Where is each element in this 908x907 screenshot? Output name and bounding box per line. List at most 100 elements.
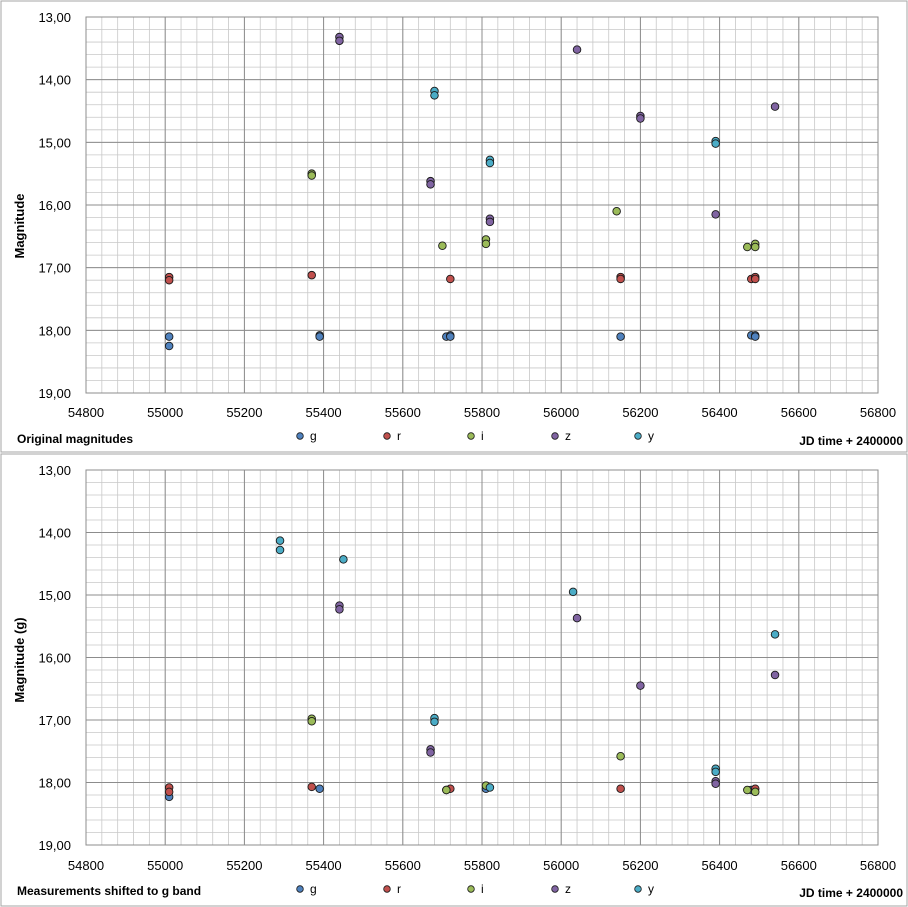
- data-point-i: [743, 242, 752, 252]
- chart-caption-2: Measurements shifted to g band: [17, 884, 201, 898]
- data-point-y: [275, 536, 285, 545]
- data-point-y: [485, 783, 495, 792]
- y-tick-label: 15,00: [38, 135, 71, 150]
- x-tick-label: 56600: [781, 405, 817, 420]
- y-tick-label: 18,00: [38, 323, 71, 338]
- data-point-i: [438, 241, 447, 250]
- data-point-z: [770, 670, 780, 680]
- legend-label-z: z: [565, 429, 571, 443]
- legend-label-g: g: [310, 882, 317, 896]
- data-point-y: [430, 91, 439, 100]
- y-tick-label: 13,00: [38, 463, 71, 478]
- legend-label-r: r: [397, 882, 401, 896]
- data-point-y: [430, 717, 439, 727]
- x-tick-label: 55600: [385, 858, 421, 873]
- data-point-i: [750, 242, 760, 252]
- data-point-z: [636, 681, 645, 690]
- data-point-r: [164, 787, 174, 797]
- data-point-z: [711, 210, 720, 219]
- data-point-g: [750, 332, 760, 341]
- legend-marker-z: [551, 432, 559, 440]
- data-point-z: [572, 45, 582, 54]
- plot-area-1: 13,00 14,00 15,00 16,00 17,00 18,00 19,00 54800…: [38, 10, 896, 420]
- legend-label-r: r: [397, 429, 401, 443]
- x-tick-label: 56800: [860, 858, 896, 873]
- data-point-z: [335, 36, 344, 46]
- data-point-y: [711, 139, 720, 148]
- x-tick-label: 54800: [68, 858, 104, 873]
- legend-marker-y: [634, 432, 642, 440]
- data-point-r: [307, 782, 316, 792]
- x-tick-label: 55400: [306, 405, 342, 420]
- legend-label-z: z: [565, 882, 571, 896]
- legend-marker-r: [383, 885, 391, 893]
- x-tick-label: 56200: [622, 405, 658, 420]
- data-point-r: [616, 784, 625, 794]
- chart-frame-2: [0, 453, 908, 907]
- data-point-r: [616, 274, 625, 284]
- plot-border: [85, 469, 879, 846]
- legend-marker-g: [296, 885, 304, 893]
- x-tick-label: 56000: [543, 405, 579, 420]
- x-axis-label-1: JD time + 2400000: [799, 434, 903, 448]
- y-tick-label: 16,00: [38, 198, 71, 213]
- legend-marker-r: [383, 432, 391, 440]
- x-tick-label: 55800: [464, 405, 500, 420]
- x-tick-label: 56600: [781, 858, 817, 873]
- legend-marker-i: [467, 885, 475, 893]
- data-point-r: [750, 274, 760, 284]
- legend-marker-z: [551, 885, 559, 893]
- data-point-y: [485, 158, 495, 168]
- legend-marker-g: [296, 432, 304, 440]
- x-tick-label: 55800: [464, 858, 500, 873]
- y-tick-label: 15,00: [38, 588, 71, 603]
- data-point-i: [750, 787, 760, 797]
- x-tick-label: 55400: [306, 858, 342, 873]
- x-tick-label: 56200: [622, 858, 658, 873]
- data-point-g: [315, 332, 324, 341]
- x-tick-label: 55600: [385, 405, 421, 420]
- x-axis-label-2: JD time + 2400000: [799, 886, 903, 900]
- legend-label-g: g: [310, 429, 317, 443]
- data-point-y: [568, 587, 578, 597]
- legend-marker-y: [634, 885, 642, 893]
- y-tick-label: 17,00: [38, 261, 71, 276]
- data-point-r: [164, 275, 174, 285]
- chart-frame-1: [0, 0, 908, 453]
- data-point-i: [481, 239, 491, 249]
- x-tick-label: 55200: [226, 858, 262, 873]
- data-point-y: [339, 555, 348, 564]
- data-point-g: [446, 332, 455, 341]
- x-tick-label: 55000: [147, 858, 183, 873]
- legend-label-y: y: [648, 429, 654, 443]
- data-point-g: [616, 332, 625, 341]
- legend-label-i: i: [481, 429, 484, 443]
- x-tick-label: 55000: [147, 405, 183, 420]
- y-tick-label: 17,00: [38, 713, 71, 728]
- data-point-i: [442, 785, 451, 795]
- x-tick-label: 54800: [68, 405, 104, 420]
- y-axis-label-2: Magnitude (g): [12, 617, 27, 702]
- chart-caption-1: Original magnitudes: [17, 432, 133, 446]
- data-point-g: [315, 784, 324, 794]
- x-tick-label: 55200: [226, 405, 262, 420]
- data-point-g: [164, 332, 174, 341]
- data-point-y: [711, 767, 720, 777]
- data-point-i: [743, 785, 752, 795]
- data-point-y: [770, 630, 780, 639]
- y-tick-label: 19,00: [38, 838, 71, 853]
- legend-marker-i: [467, 432, 475, 440]
- data-point-y: [275, 545, 285, 555]
- x-tick-label: 56400: [702, 405, 738, 420]
- data-point-i: [616, 752, 625, 761]
- data-point-z: [426, 180, 435, 189]
- y-tick-label: 14,00: [38, 526, 71, 541]
- data-point-i: [612, 207, 621, 216]
- data-point-g: [164, 341, 174, 351]
- data-point-i: [307, 171, 316, 180]
- y-axis-label-1: Magnitude: [12, 194, 27, 259]
- data-point-r: [307, 270, 316, 280]
- x-tick-label: 56800: [860, 405, 896, 420]
